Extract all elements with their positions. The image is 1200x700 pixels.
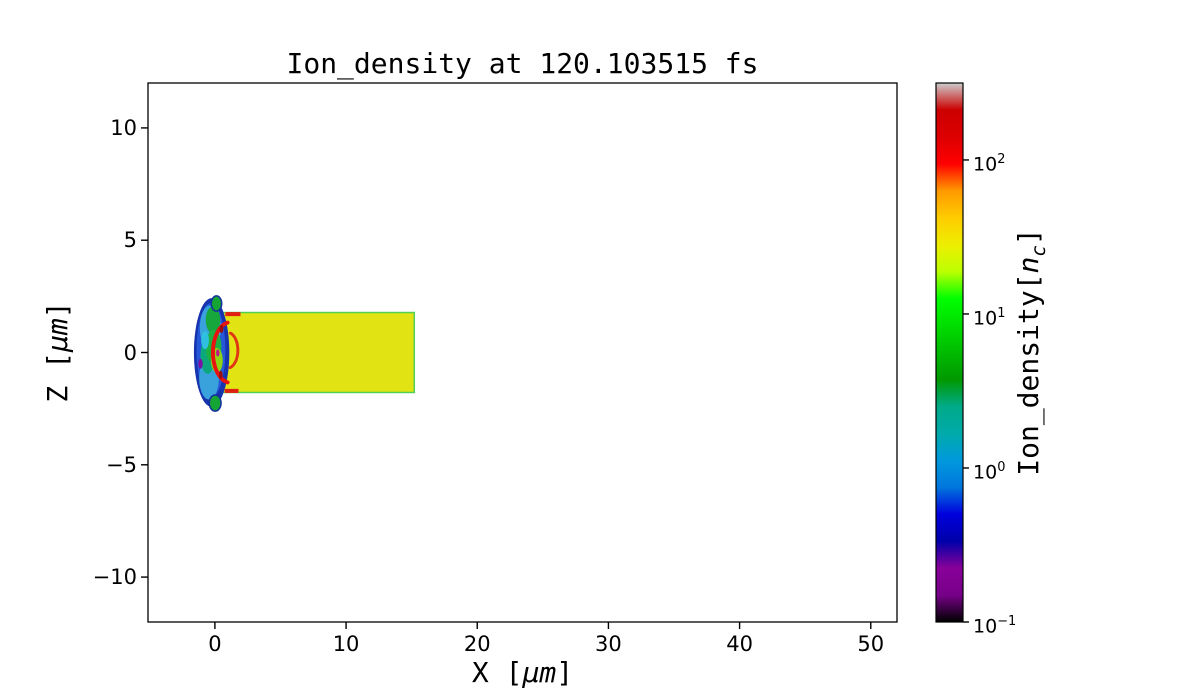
colorbar-tick-label: 102 bbox=[973, 151, 1006, 176]
colorbar-tick-label: 101 bbox=[973, 305, 1006, 330]
y-tick-label: 0 bbox=[123, 340, 137, 365]
purple-speck bbox=[198, 358, 203, 369]
x-axis-label-post: ] bbox=[556, 656, 574, 689]
colorbar-outline bbox=[935, 82, 964, 623]
green-cap-bottom bbox=[208, 394, 222, 412]
y-axis-label-post: ] bbox=[41, 301, 74, 319]
target-slab bbox=[221, 311, 416, 394]
red-arc-inner bbox=[228, 331, 240, 370]
plot-title: Ion_density at 120.103515 fs bbox=[286, 47, 759, 80]
x-tick-label: 20 bbox=[463, 632, 491, 656]
x-tick-label: 30 bbox=[595, 632, 622, 656]
heatmap-layer bbox=[193, 295, 416, 412]
y-tick-label: −5 bbox=[106, 452, 137, 477]
blob-cyan-speck bbox=[201, 331, 209, 350]
green-cap-top bbox=[210, 295, 223, 312]
colorbar bbox=[936, 83, 963, 622]
x-tick-label: 40 bbox=[726, 632, 753, 656]
x-tick-label: 10 bbox=[332, 632, 360, 656]
red-edge-bottom bbox=[224, 388, 239, 393]
colorbar-tick-label: 100 bbox=[973, 459, 1006, 484]
blob-green-top bbox=[205, 306, 221, 334]
colorbar-label-var: n bbox=[1012, 256, 1046, 274]
y-tick-label: 10 bbox=[110, 115, 137, 140]
darkred-spot-top bbox=[219, 324, 224, 333]
x-axis-label-pre: X [ bbox=[471, 656, 523, 689]
x-axis-label: X [μm] bbox=[148, 659, 897, 687]
red-edge-top bbox=[225, 312, 241, 317]
x-tick-label: 0 bbox=[208, 632, 222, 656]
colorbar-label-post: ] bbox=[1012, 228, 1046, 246]
colorbar-label-sub: c bbox=[1027, 245, 1050, 257]
y-tick-label: −10 bbox=[92, 565, 137, 590]
colorbar-label: Ion_density[nc] bbox=[1012, 228, 1050, 475]
y-tick-label: 5 bbox=[123, 228, 137, 253]
colorbar-tick-label: 10−1 bbox=[973, 614, 1017, 638]
magenta-speck bbox=[216, 349, 220, 357]
x-tick-label: 50 bbox=[857, 632, 885, 656]
x-axis-label-unit: μm bbox=[522, 656, 557, 689]
darkred-spot-bottom bbox=[218, 370, 223, 380]
